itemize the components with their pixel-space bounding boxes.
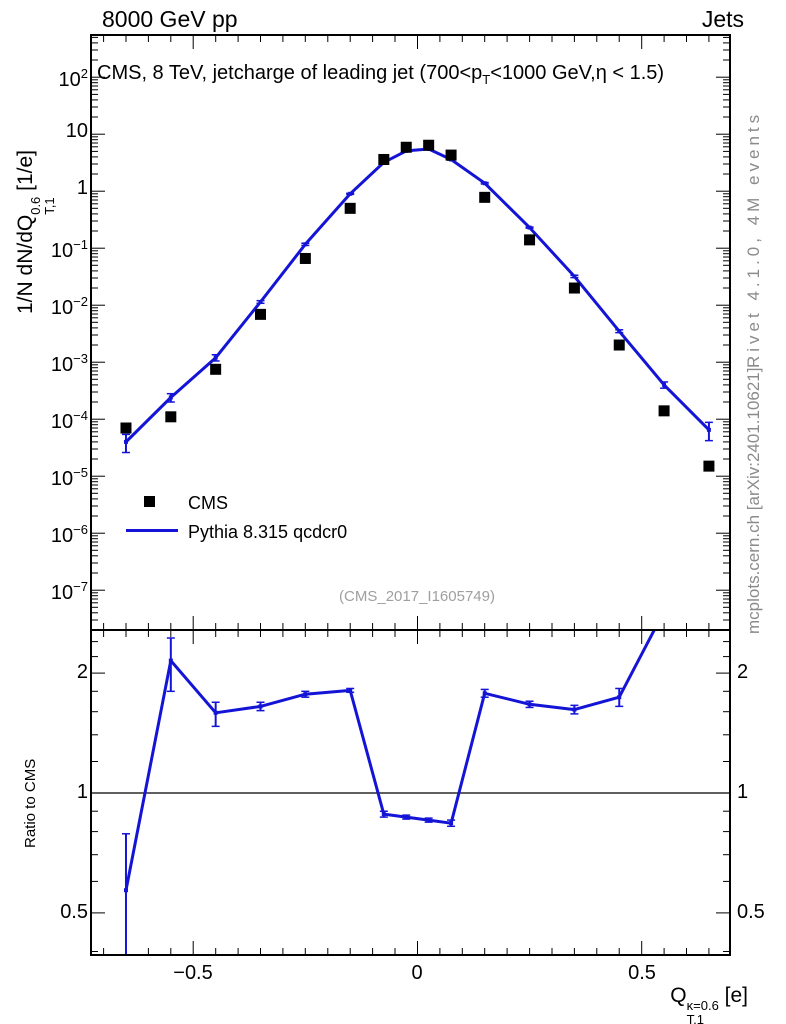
y-tick-label-main: 10−7: [50, 579, 88, 604]
y-tick-label-main: 10−1: [50, 237, 88, 262]
x-tick-label: 0: [411, 962, 423, 984]
y-tick-label-main: 102: [58, 66, 88, 91]
side-note-rivet: Rivet 4.1.0, 4M events: [744, 110, 763, 368]
legend-marker-line: [126, 529, 178, 532]
y-tick-label-main: 10−5: [50, 465, 88, 490]
y-tick-label-main: 10−6: [50, 522, 88, 547]
side-note-mcplots: mcplots.cern.ch [arXiv:2401.10621]: [744, 367, 763, 634]
y-tick-label-ratio-left: 2: [76, 661, 88, 683]
y-tick-label-ratio-left: 0.5: [60, 901, 88, 923]
y-tick-label-ratio-right: 1: [737, 781, 749, 803]
header-analysis-group: Jets: [701, 6, 744, 32]
legend-label-pythia: Pythia 8.315 qcdcr0: [188, 522, 348, 542]
plot-title: CMS, 8 TeV, jetcharge of leading jet (70…: [97, 62, 665, 87]
y-axis-label-main: 1/N dN/dQ 0.6 T,1 [1/e]: [14, 150, 57, 314]
x-tick-label: −0.5: [173, 962, 213, 984]
y-tick-label-ratio-right: 0.5: [737, 901, 765, 923]
x-tick-label: 0.5: [628, 962, 656, 984]
y-tick-label-main: 10−4: [50, 408, 88, 433]
legend-marker-square: [144, 496, 155, 507]
y-tick-label-main: 10−3: [50, 351, 88, 376]
y-tick-label-ratio-right: 2: [737, 661, 749, 683]
y-axis-label-ratio: Ratio to CMS: [22, 758, 39, 848]
watermark-analysis-id: (CMS_2017_I1605749): [339, 588, 495, 605]
y-tick-label-main: 10: [65, 120, 88, 142]
y-tick-label-main: 10−2: [50, 294, 88, 319]
y-tick-label-main: 1: [76, 177, 88, 199]
y-tick-label-ratio-left: 1: [76, 781, 88, 803]
legend-label-cms: CMS: [188, 493, 228, 513]
header-beam-energy: 8000 GeV pp: [102, 6, 238, 32]
